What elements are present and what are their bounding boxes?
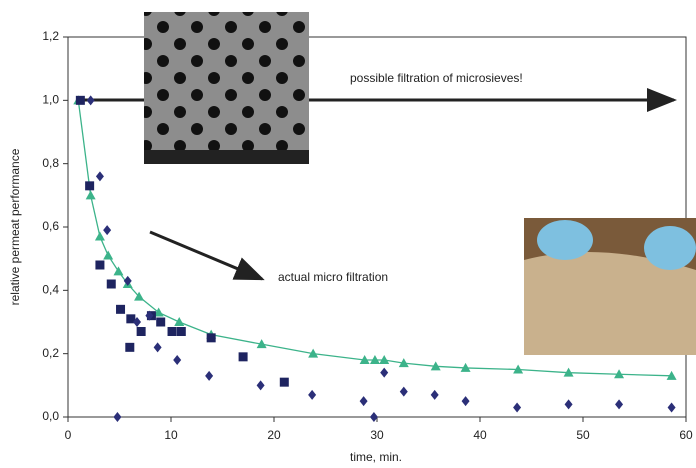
- arrow: [149, 230, 265, 281]
- data-point: [86, 95, 95, 106]
- data-point: [238, 352, 248, 362]
- data-point: [156, 317, 166, 327]
- data-point: [113, 266, 124, 276]
- microscope-image: [144, 12, 309, 164]
- data-point: [398, 358, 409, 368]
- data-point: [134, 291, 145, 301]
- y-tick-label: 1,0: [42, 93, 59, 107]
- data-point: [614, 369, 625, 379]
- x-tick-label: 40: [473, 428, 487, 442]
- data-point: [369, 412, 378, 422]
- data-point: [256, 380, 265, 391]
- data-point: [379, 355, 390, 364]
- data-point: [106, 279, 116, 289]
- y-tick-label: 0,2: [42, 346, 59, 360]
- data-point: [136, 327, 146, 336]
- data-point: [167, 327, 177, 336]
- photo-glove: [537, 220, 593, 260]
- data-point: [666, 370, 677, 380]
- data-point: [564, 399, 573, 410]
- data-point: [513, 364, 524, 374]
- data-point: [85, 190, 96, 200]
- data-point: [153, 307, 164, 317]
- x-tick-label: 60: [679, 428, 693, 442]
- data-point: [145, 310, 154, 321]
- image-caption-bar: [144, 150, 309, 164]
- x-axis-label: time, min.: [350, 450, 402, 464]
- data-point: [460, 362, 471, 372]
- x-tick-label: 20: [267, 428, 281, 442]
- data-point: [173, 355, 182, 365]
- data-point: [256, 339, 267, 349]
- y-tick-label: 0,6: [42, 219, 59, 233]
- data-point: [430, 389, 439, 400]
- data-point: [369, 355, 380, 364]
- data-point: [174, 317, 185, 326]
- data-point: [103, 250, 114, 260]
- x-tick-label: 50: [576, 428, 590, 442]
- data-point: [116, 304, 126, 314]
- data-point: [359, 396, 368, 407]
- x-tick-label: 30: [370, 428, 384, 442]
- data-point: [461, 396, 470, 407]
- data-point: [308, 389, 317, 400]
- data-point: [380, 367, 389, 378]
- data-point: [113, 412, 122, 422]
- data-point: [206, 333, 216, 343]
- annotation: actual micro filtration: [278, 270, 388, 284]
- data-point: [399, 386, 408, 397]
- data-point: [75, 95, 85, 105]
- data-point: [667, 402, 676, 413]
- data-point: [123, 275, 132, 286]
- photo-detail: [524, 252, 696, 355]
- data-point: [308, 348, 319, 358]
- data-point: [126, 314, 136, 324]
- data-point: [513, 402, 522, 413]
- data-point: [153, 342, 162, 353]
- y-tick-label: 0,4: [42, 283, 59, 297]
- data-point: [430, 361, 441, 371]
- data-point: [85, 181, 95, 191]
- data-point: [205, 370, 214, 381]
- y-tick-label: 0,0: [42, 409, 59, 423]
- data-point: [95, 171, 104, 182]
- data-point: [103, 225, 112, 236]
- data-point: [94, 231, 105, 241]
- y-axis-label: relative permeat performance: [8, 148, 22, 305]
- y-tick-label: 0,8: [42, 156, 59, 170]
- data-point: [615, 399, 624, 410]
- data-point: [133, 317, 142, 327]
- data-point: [95, 260, 105, 270]
- data-point: [279, 377, 289, 387]
- data-point: [359, 355, 370, 364]
- data-point: [125, 342, 135, 352]
- photo-glove: [644, 226, 696, 270]
- series-line: [77, 100, 672, 377]
- x-tick-label: 10: [164, 428, 178, 442]
- data-point: [176, 327, 186, 336]
- x-tick-label: 0: [65, 428, 72, 442]
- y-tick-label: 1,2: [42, 29, 59, 43]
- data-point: [563, 367, 574, 377]
- annotation: possible filtration of microsieves!: [350, 71, 523, 85]
